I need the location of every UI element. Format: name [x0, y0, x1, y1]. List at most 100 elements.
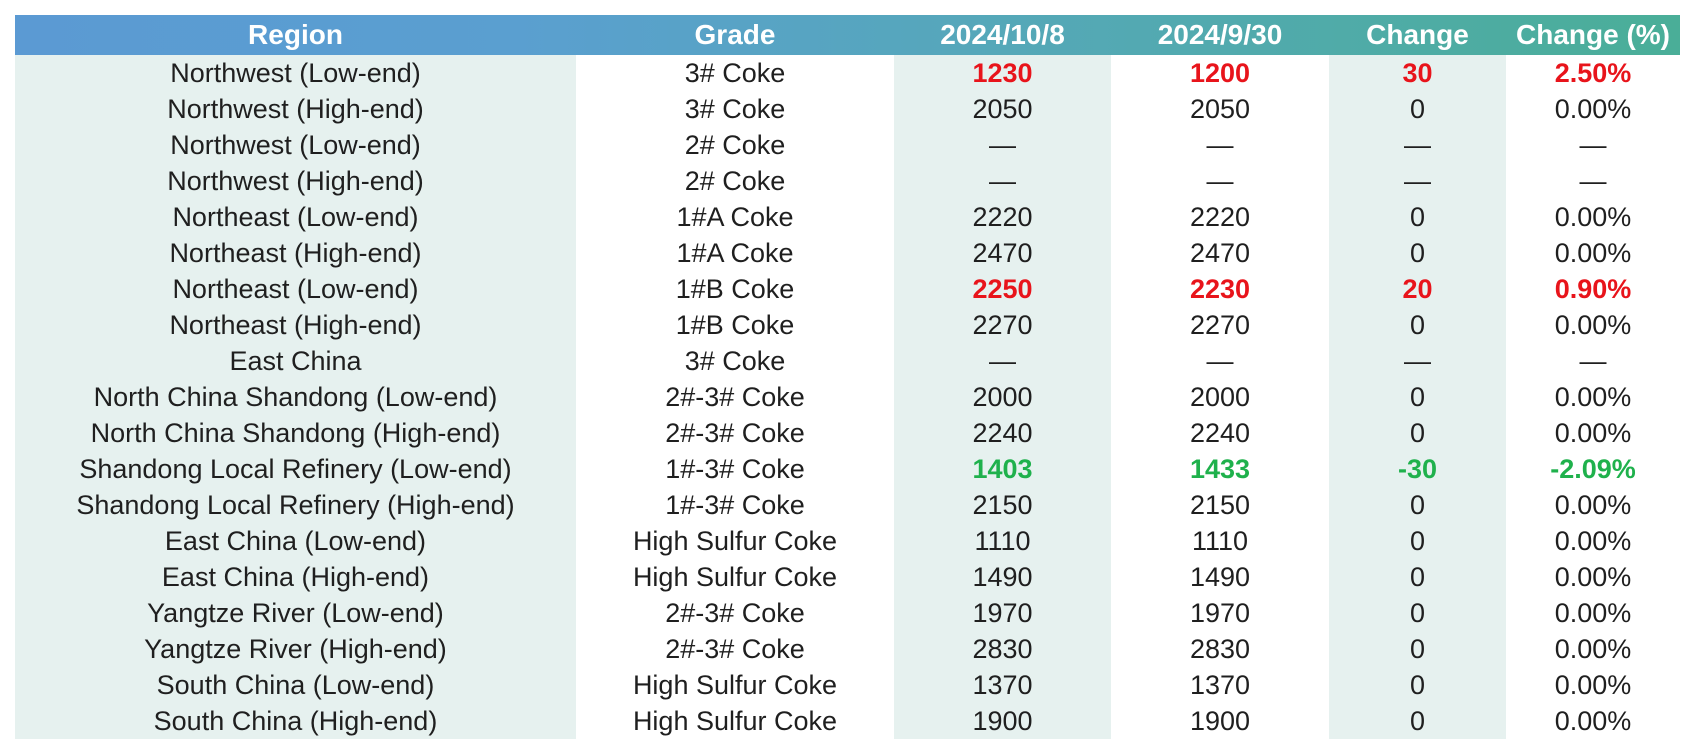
cell-region: Yangtze River (Low-end)	[15, 595, 576, 631]
cell-change: 0	[1329, 595, 1506, 631]
cell-change: 0	[1329, 559, 1506, 595]
cell-price-previous: 1900	[1111, 703, 1329, 739]
cell-price-current: 1230	[894, 55, 1111, 91]
cell-price-previous: 2270	[1111, 307, 1329, 343]
cell-price-current: 2830	[894, 631, 1111, 667]
cell-price-current: —	[894, 127, 1111, 163]
table-row: East China (High-end) High Sulfur Coke 149…	[15, 559, 1680, 595]
cell-region: Northeast (Low-end)	[15, 199, 576, 235]
cell-grade: 1#A Coke	[576, 199, 894, 235]
cell-price-current: 2240	[894, 415, 1111, 451]
cell-change: 0	[1329, 703, 1506, 739]
cell-price-previous: 1970	[1111, 595, 1329, 631]
table-row: Northeast (Low-end) 1#B Coke 2250 2230 20 0.9…	[15, 271, 1680, 307]
cell-change: -30	[1329, 451, 1506, 487]
cell-price-previous: 2000	[1111, 379, 1329, 415]
cell-grade: 1#B Coke	[576, 307, 894, 343]
cell-grade: 2# Coke	[576, 127, 894, 163]
table-row: Shandong Local Refinery (Low-end) 1#-3# C…	[15, 451, 1680, 487]
cell-region: South China (High-end)	[15, 703, 576, 739]
cell-price-current: 1403	[894, 451, 1111, 487]
header-grade: Grade	[694, 19, 776, 50]
cell-change: 0	[1329, 523, 1506, 559]
cell-region: North China Shandong (High-end)	[15, 415, 576, 451]
price-table: Region Grade 2024/10/8 2024/9/30 Change …	[15, 15, 1680, 739]
table-row: Yangtze River (High-end) 2#-3# Coke 2830 28…	[15, 631, 1680, 667]
cell-change-pct: 0.00%	[1506, 631, 1680, 667]
cell-region: Northwest (High-end)	[15, 163, 576, 199]
cell-region: Shandong Local Refinery (Low-end)	[15, 451, 576, 487]
cell-change-pct: -2.09%	[1506, 451, 1680, 487]
header-change-pct: Change (%)	[1516, 19, 1670, 50]
cell-region: North China Shandong (Low-end)	[15, 379, 576, 415]
table-row: Northwest (Low-end) 2# Coke — — — —	[15, 127, 1680, 163]
table-row: Northeast (High-end) 1#B Coke 2270 2270 0 0.0…	[15, 307, 1680, 343]
cell-change-pct: 0.00%	[1506, 235, 1680, 271]
cell-change: 0	[1329, 487, 1506, 523]
cell-price-previous: 2150	[1111, 487, 1329, 523]
cell-price-previous: 2830	[1111, 631, 1329, 667]
table-row: Shandong Local Refinery (High-end) 1#-3# …	[15, 487, 1680, 523]
cell-grade: High Sulfur Coke	[576, 703, 894, 739]
cell-change-pct: 0.00%	[1506, 199, 1680, 235]
cell-price-current: 2150	[894, 487, 1111, 523]
cell-change-pct: 0.00%	[1506, 667, 1680, 703]
cell-price-current: 2270	[894, 307, 1111, 343]
cell-price-current: —	[894, 163, 1111, 199]
cell-price-current: 1370	[894, 667, 1111, 703]
cell-price-previous: —	[1111, 127, 1329, 163]
cell-price-previous: 1200	[1111, 55, 1329, 91]
cell-price-previous: 2470	[1111, 235, 1329, 271]
table-row: South China (Low-end) High Sulfur Coke 137…	[15, 667, 1680, 703]
cell-price-current: —	[894, 343, 1111, 379]
cell-price-current: 2470	[894, 235, 1111, 271]
cell-change: 0	[1329, 307, 1506, 343]
cell-price-previous: 1490	[1111, 559, 1329, 595]
cell-grade: High Sulfur Coke	[576, 523, 894, 559]
cell-region: Shandong Local Refinery (High-end)	[15, 487, 576, 523]
cell-price-previous: —	[1111, 343, 1329, 379]
cell-price-previous: 1370	[1111, 667, 1329, 703]
cell-grade: 1#B Coke	[576, 271, 894, 307]
cell-region: East China (High-end)	[15, 559, 576, 595]
cell-price-previous: 2050	[1111, 91, 1329, 127]
header-change: Change	[1366, 19, 1469, 50]
table-row: Northwest (High-end) 3# Coke 2050 2050 0 0.00…	[15, 91, 1680, 127]
cell-price-previous: 1110	[1111, 523, 1329, 559]
cell-change: 0	[1329, 199, 1506, 235]
table-header: Region Grade 2024/10/8 2024/9/30 Change …	[15, 15, 1680, 55]
cell-change-pct: 0.00%	[1506, 595, 1680, 631]
table-row: East China (Low-end) High Sulfur Coke 1110…	[15, 523, 1680, 559]
table-row: North China Shandong (Low-end) 2#-3# Coke…	[15, 379, 1680, 415]
cell-change-pct: —	[1506, 163, 1680, 199]
cell-change-pct: 2.50%	[1506, 55, 1680, 91]
cell-change: 0	[1329, 667, 1506, 703]
cell-change: 30	[1329, 55, 1506, 91]
cell-grade: High Sulfur Coke	[576, 667, 894, 703]
table-row: East China 3# Coke — — — —	[15, 343, 1680, 379]
cell-change-pct: 0.90%	[1506, 271, 1680, 307]
cell-grade: 3# Coke	[576, 55, 894, 91]
cell-price-previous: —	[1111, 163, 1329, 199]
cell-change: 0	[1329, 631, 1506, 667]
cell-region: East China (Low-end)	[15, 523, 576, 559]
cell-change: 0	[1329, 415, 1506, 451]
cell-change-pct: 0.00%	[1506, 307, 1680, 343]
table-row: Northwest (High-end) 2# Coke — — — —	[15, 163, 1680, 199]
table-body: Northwest (Low-end) 3# Coke 1230 1200 30 2.50…	[15, 55, 1680, 739]
cell-price-current: 1970	[894, 595, 1111, 631]
cell-change: 0	[1329, 91, 1506, 127]
cell-grade: 3# Coke	[576, 343, 894, 379]
cell-price-previous: 2230	[1111, 271, 1329, 307]
cell-price-previous: 2240	[1111, 415, 1329, 451]
cell-grade: 2#-3# Coke	[576, 631, 894, 667]
cell-price-previous: 2220	[1111, 199, 1329, 235]
header-date-previous: 2024/9/30	[1157, 19, 1283, 50]
cell-change-pct: 0.00%	[1506, 703, 1680, 739]
cell-change-pct: 0.00%	[1506, 523, 1680, 559]
table-row: South China (High-end) High Sulfur Coke 19…	[15, 703, 1680, 739]
table-row: Northeast (High-end) 1#A Coke 2470 2470 0 0.0…	[15, 235, 1680, 271]
cell-region: Northwest (High-end)	[15, 91, 576, 127]
cell-price-current: 2250	[894, 271, 1111, 307]
cell-price-current: 1490	[894, 559, 1111, 595]
